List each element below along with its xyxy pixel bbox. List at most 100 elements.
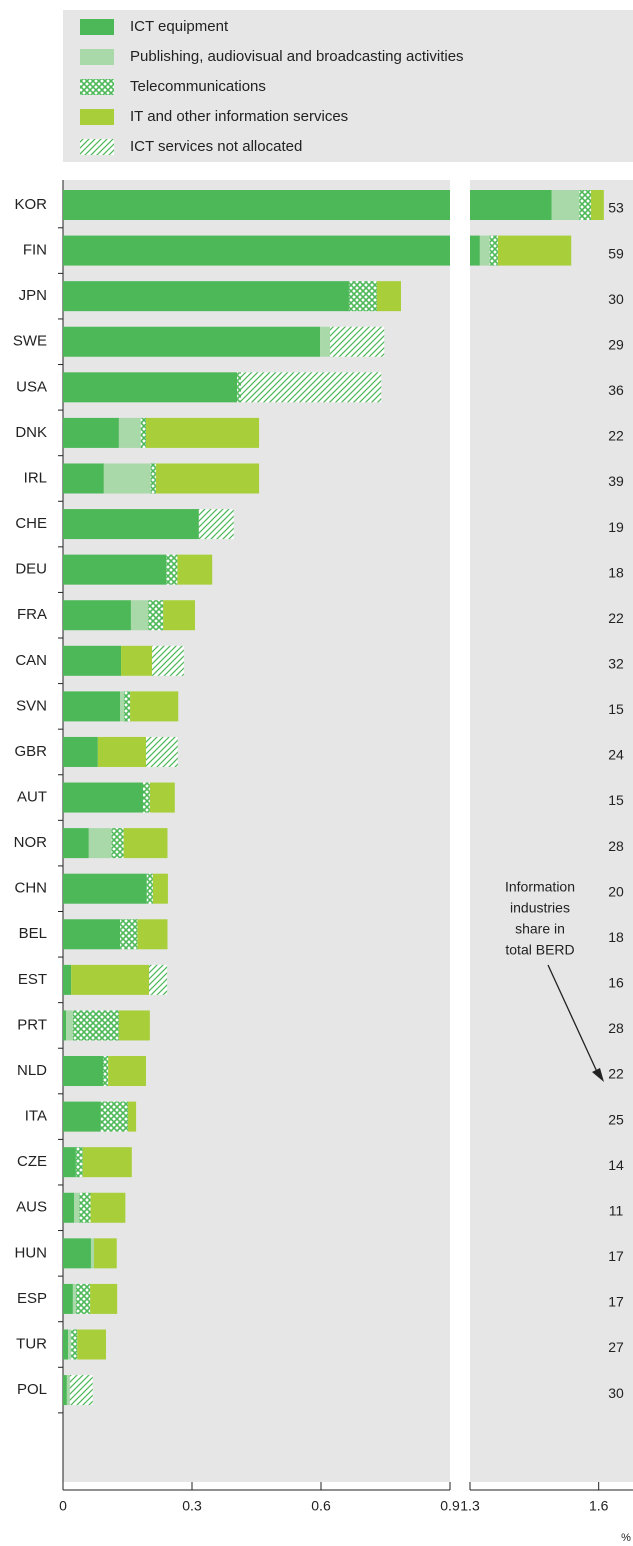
x-tick-label: 1.3 (460, 1498, 480, 1514)
bar-segment (63, 1329, 69, 1360)
share-label: 18 (608, 929, 624, 945)
bar-segment (75, 1147, 83, 1178)
bar-segment (130, 600, 149, 631)
bar-segment (71, 964, 149, 995)
legend-label: Telecommunications (130, 78, 266, 95)
bar-segment (63, 873, 147, 904)
bar-segment (241, 372, 382, 403)
bar-segment (97, 736, 146, 767)
bar-segment (348, 281, 377, 312)
category-label: NOR (14, 834, 48, 851)
share-label: 18 (608, 564, 624, 580)
legend-box (63, 10, 633, 162)
bar-segment (63, 645, 122, 676)
share-label: 22 (608, 1066, 624, 1082)
bar-segment (77, 1329, 106, 1360)
bar-segment (100, 1101, 128, 1132)
share-label: 30 (608, 291, 624, 307)
share-label: 24 (608, 747, 624, 763)
bar-segment (82, 1147, 132, 1178)
bar-segment (63, 1238, 91, 1269)
bar-segment (163, 600, 196, 631)
category-label: DEU (15, 561, 47, 578)
bar-segment (63, 235, 450, 266)
share-label: 17 (608, 1248, 624, 1264)
share-label: 30 (608, 1385, 624, 1401)
bar-segment (497, 235, 572, 266)
bar-segment (63, 190, 450, 220)
share-label: 22 (608, 610, 624, 626)
bar-segment (74, 1192, 80, 1223)
share-label: 16 (608, 975, 624, 991)
share-label: 19 (608, 519, 624, 535)
category-label: AUS (16, 1199, 47, 1216)
share-label: 32 (608, 656, 624, 672)
category-label: HUN (15, 1244, 48, 1261)
bar-segment (330, 326, 385, 357)
bar-segment (72, 1283, 76, 1314)
share-label: 29 (608, 336, 624, 352)
bar-segment (118, 1010, 150, 1041)
share-label: 15 (608, 701, 624, 717)
share-label: 22 (608, 428, 624, 444)
bar-segment (63, 964, 72, 995)
legend-label: ICT services not allocated (130, 138, 302, 155)
bar-segment (579, 190, 591, 220)
bar-segment (103, 463, 151, 494)
bar-segment (551, 190, 580, 220)
bar-segment (71, 1329, 78, 1360)
bar-segment (152, 873, 168, 904)
bar-segment (146, 873, 153, 904)
bar-segment (90, 1238, 94, 1269)
bar-segment (63, 1283, 73, 1314)
bar-segment (63, 281, 349, 312)
bar-segment (177, 554, 213, 585)
share-label: 15 (608, 792, 624, 808)
bar-segment (130, 691, 179, 722)
bar-segment (63, 326, 321, 357)
bar-segment (90, 1192, 126, 1223)
category-label: BEL (19, 925, 47, 942)
bar-segment (63, 1375, 67, 1406)
bar-segment (63, 691, 121, 722)
legend-swatch (80, 109, 114, 125)
share-label: 20 (608, 883, 624, 899)
bar-segment (75, 1283, 91, 1314)
share-label: 36 (608, 382, 624, 398)
bar-segment (137, 919, 168, 950)
legend-swatch (80, 79, 114, 95)
bar-segment (376, 281, 401, 312)
share-label: 53 (608, 200, 624, 216)
x-unit: % (621, 1532, 631, 1544)
bar-segment (123, 828, 168, 859)
bar-segment (63, 1147, 76, 1178)
bar-segment (63, 919, 121, 950)
bar-segment (93, 1238, 117, 1269)
bar-segment (120, 691, 125, 722)
bar-segment (237, 372, 242, 403)
bar-segment (145, 417, 260, 448)
bar-segment (124, 691, 131, 722)
bar-segment (479, 235, 490, 266)
bar-segment (63, 463, 104, 494)
share-label: 17 (608, 1294, 624, 1310)
category-label: CZE (17, 1153, 47, 1170)
bar-segment (63, 1192, 75, 1223)
share-label: 27 (608, 1339, 624, 1355)
annotation: industries (510, 900, 570, 916)
x-tick-label: 0.6 (311, 1498, 331, 1514)
bar-segment (63, 554, 167, 585)
bar-segment (145, 736, 178, 767)
category-label: JPN (19, 287, 47, 304)
share-label: 11 (609, 1202, 624, 1218)
bar-segment (166, 554, 178, 585)
category-label: IRL (24, 469, 47, 486)
category-label: DNK (15, 424, 47, 441)
bar-segment (69, 1375, 93, 1406)
bar-segment (121, 645, 153, 676)
category-label: CHN (15, 880, 48, 897)
bar-segment (120, 919, 138, 950)
category-label: NLD (17, 1062, 47, 1079)
bar-segment (63, 782, 143, 813)
